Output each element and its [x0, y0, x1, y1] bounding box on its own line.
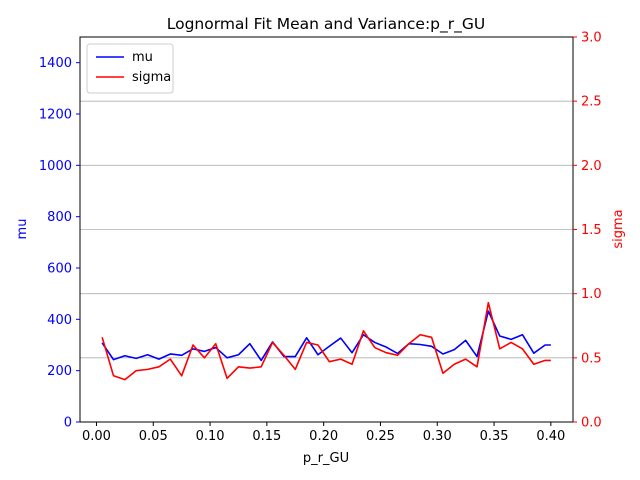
- y-right-tick-label-2: 1.0: [581, 287, 602, 302]
- x-tick-label-0: 0.00: [82, 429, 111, 444]
- x-tick-label-1: 0.05: [139, 429, 168, 444]
- y-left-tick-label-5: 1000: [39, 159, 72, 174]
- y-left-tick-label-3: 600: [47, 262, 72, 277]
- x-tick-label-6: 0.30: [423, 429, 452, 444]
- y-axis-left-title: mu: [15, 219, 30, 240]
- y-right-tick-label-3: 1.5: [581, 223, 602, 238]
- series-line-sigma: [101, 301, 551, 381]
- y-right-tick-label-0: 0.0: [581, 416, 602, 431]
- x-axis-title: p_r_GU: [303, 451, 349, 466]
- x-tick-label-8: 0.40: [536, 429, 565, 444]
- y-axis-right: 0.0 0.5 1.0 1.5 2.0 2.5 3.0: [573, 31, 602, 431]
- legend-label-mu: mu: [132, 50, 153, 65]
- y-left-tick-label-6: 1200: [39, 108, 72, 123]
- y-left-tick-label-7: 1400: [39, 56, 72, 71]
- legend-label-sigma: sigma: [132, 70, 171, 85]
- x-tick-label-5: 0.25: [366, 429, 395, 444]
- y-left-tick-label-1: 200: [47, 364, 72, 379]
- x-tick-label-4: 0.20: [309, 429, 338, 444]
- legend: mu sigma: [86, 43, 174, 94]
- x-axis: 0.00 0.05 0.10 0.15 0.20 0.25 0.30 0.35 0.40: [82, 422, 565, 444]
- series-line-mu: [101, 310, 551, 362]
- y-left-tick-label-4: 800: [47, 210, 72, 225]
- y-right-tick-label-5: 2.5: [581, 95, 602, 110]
- y-left-tick-label-0: 0: [64, 416, 72, 431]
- x-tick-label-3: 0.15: [252, 429, 281, 444]
- y-axis-left: 0 200 400 600 800 1000 1200 1400: [39, 56, 80, 431]
- chart-title: Lognormal Fit Mean and Variance:p_r_GU: [167, 15, 486, 34]
- series-lines: [101, 301, 551, 381]
- y-right-tick-label-6: 3.0: [581, 31, 602, 46]
- y-right-tick-label-4: 2.0: [581, 159, 602, 174]
- grid-lines: [80, 36, 573, 423]
- y-left-tick-label-2: 400: [47, 313, 72, 328]
- y-axis-right-title: sigma: [611, 209, 626, 248]
- x-tick-label-7: 0.35: [480, 429, 509, 444]
- y-right-tick-label-1: 0.5: [581, 351, 602, 366]
- x-tick-label-2: 0.10: [196, 429, 225, 444]
- legend-box: [86, 43, 174, 94]
